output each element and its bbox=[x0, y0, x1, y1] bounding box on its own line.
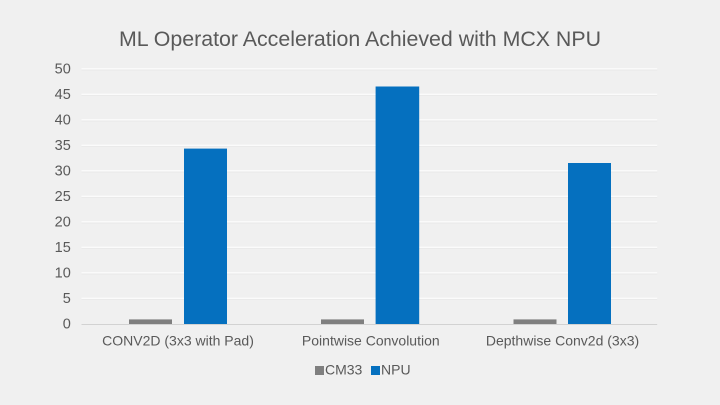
svg-text:10: 10 bbox=[55, 266, 71, 282]
svg-text:20: 20 bbox=[55, 215, 71, 231]
svg-text:30: 30 bbox=[55, 164, 71, 180]
svg-text:15: 15 bbox=[55, 240, 71, 256]
svg-text:35: 35 bbox=[55, 138, 71, 154]
svg-text:50: 50 bbox=[55, 62, 71, 78]
svg-text:40: 40 bbox=[55, 113, 71, 129]
svg-text:CONV2D (3x3 with Pad): CONV2D (3x3 with Pad) bbox=[102, 333, 254, 349]
svg-text:NPU: NPU bbox=[381, 362, 411, 378]
svg-text:CM33: CM33 bbox=[325, 362, 363, 378]
svg-text:45: 45 bbox=[55, 87, 71, 103]
svg-text:0: 0 bbox=[63, 317, 71, 333]
svg-text:Depthwise Conv2d (3x3): Depthwise Conv2d (3x3) bbox=[486, 333, 639, 349]
svg-text:Pointwise Convolution: Pointwise Convolution bbox=[302, 333, 440, 349]
svg-text:25: 25 bbox=[55, 189, 71, 205]
svg-text:5: 5 bbox=[63, 291, 71, 307]
svg-text:ML Operator Acceleration Achie: ML Operator Acceleration Achieved with M… bbox=[119, 27, 601, 51]
